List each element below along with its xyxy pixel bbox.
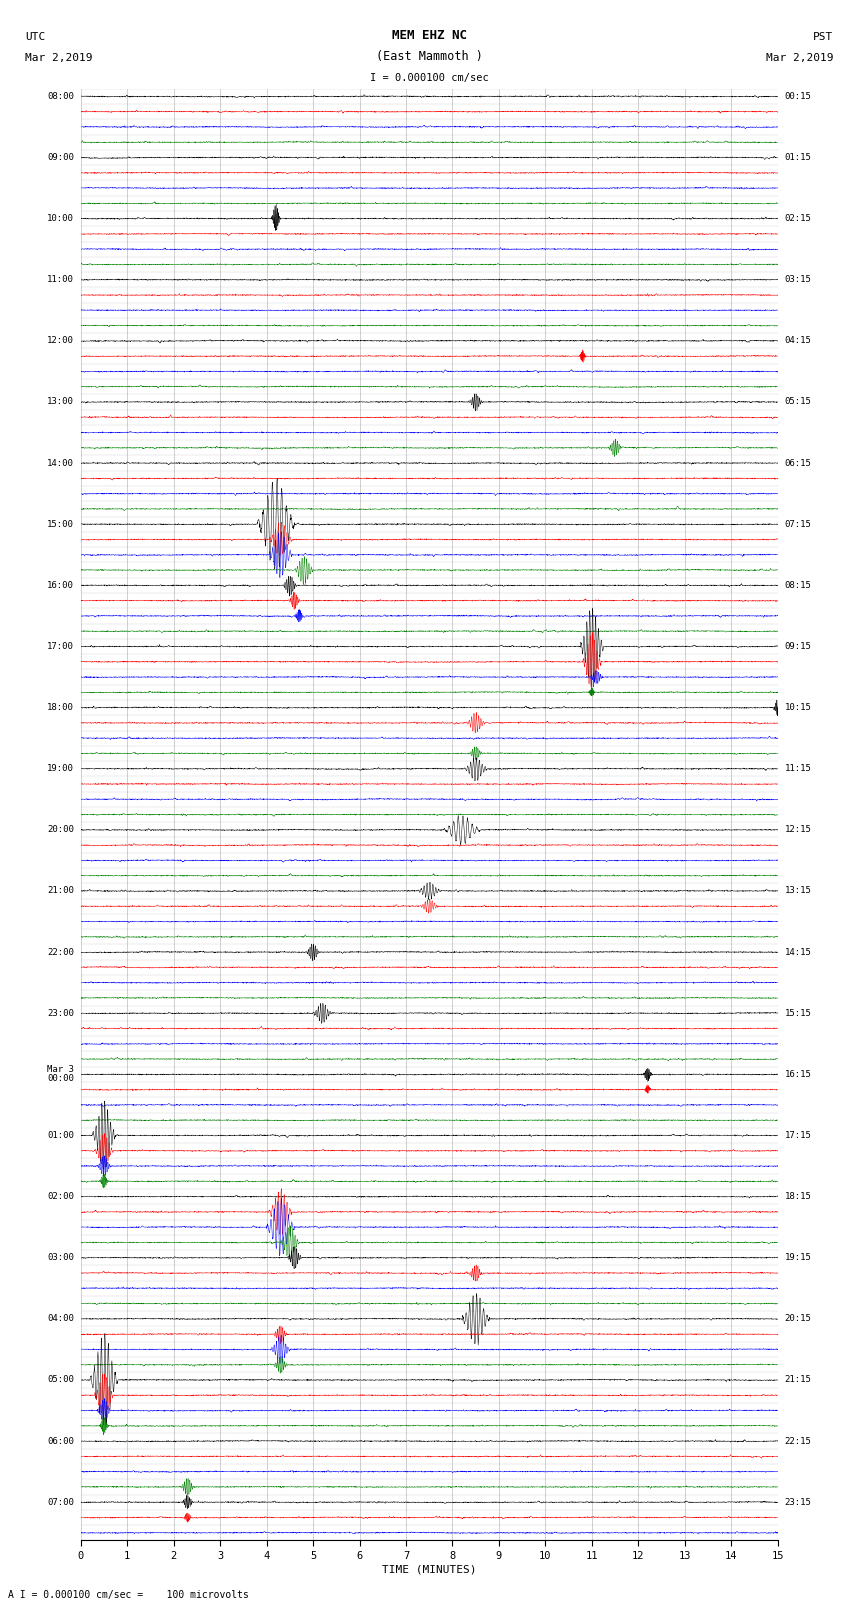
Text: 16:15: 16:15 — [785, 1069, 812, 1079]
Text: A I = 0.000100 cm/sec =    100 microvolts: A I = 0.000100 cm/sec = 100 microvolts — [8, 1590, 249, 1600]
Text: 09:15: 09:15 — [785, 642, 812, 652]
Text: 01:15: 01:15 — [785, 153, 812, 161]
Text: 05:15: 05:15 — [785, 397, 812, 406]
Text: 02:00: 02:00 — [47, 1192, 74, 1202]
Text: 12:00: 12:00 — [47, 337, 74, 345]
Text: 17:15: 17:15 — [785, 1131, 812, 1140]
Text: 22:00: 22:00 — [47, 947, 74, 957]
Text: 05:00: 05:00 — [47, 1376, 74, 1384]
Text: 17:00: 17:00 — [47, 642, 74, 652]
Text: 22:15: 22:15 — [785, 1437, 812, 1445]
Text: PST: PST — [813, 32, 834, 42]
Text: 14:15: 14:15 — [785, 947, 812, 957]
Text: 18:00: 18:00 — [47, 703, 74, 711]
Text: 12:15: 12:15 — [785, 826, 812, 834]
Text: 10:15: 10:15 — [785, 703, 812, 711]
Text: 00:00: 00:00 — [47, 1074, 74, 1084]
Text: 04:15: 04:15 — [785, 337, 812, 345]
Text: 20:00: 20:00 — [47, 826, 74, 834]
Text: 00:15: 00:15 — [785, 92, 812, 102]
X-axis label: TIME (MINUTES): TIME (MINUTES) — [382, 1565, 477, 1574]
Text: 13:15: 13:15 — [785, 887, 812, 895]
Text: (East Mammoth ): (East Mammoth ) — [376, 50, 483, 63]
Text: 23:15: 23:15 — [785, 1498, 812, 1507]
Text: 10:00: 10:00 — [47, 215, 74, 223]
Text: 08:00: 08:00 — [47, 92, 74, 102]
Text: Mar 3: Mar 3 — [47, 1065, 74, 1074]
Text: Mar 2,2019: Mar 2,2019 — [25, 53, 93, 63]
Text: 13:00: 13:00 — [47, 397, 74, 406]
Text: 09:00: 09:00 — [47, 153, 74, 161]
Text: 16:00: 16:00 — [47, 581, 74, 590]
Text: 11:00: 11:00 — [47, 276, 74, 284]
Text: 19:15: 19:15 — [785, 1253, 812, 1263]
Text: 20:15: 20:15 — [785, 1315, 812, 1323]
Text: 19:00: 19:00 — [47, 765, 74, 773]
Text: 06:00: 06:00 — [47, 1437, 74, 1445]
Text: 11:15: 11:15 — [785, 765, 812, 773]
Text: 18:15: 18:15 — [785, 1192, 812, 1202]
Text: 06:15: 06:15 — [785, 458, 812, 468]
Text: 15:15: 15:15 — [785, 1008, 812, 1018]
Text: 07:15: 07:15 — [785, 519, 812, 529]
Text: 08:15: 08:15 — [785, 581, 812, 590]
Text: 23:00: 23:00 — [47, 1008, 74, 1018]
Text: 02:15: 02:15 — [785, 215, 812, 223]
Text: 07:00: 07:00 — [47, 1498, 74, 1507]
Text: 14:00: 14:00 — [47, 458, 74, 468]
Text: 03:00: 03:00 — [47, 1253, 74, 1263]
Text: 03:15: 03:15 — [785, 276, 812, 284]
Text: 21:00: 21:00 — [47, 887, 74, 895]
Text: UTC: UTC — [25, 32, 45, 42]
Text: I = 0.000100 cm/sec: I = 0.000100 cm/sec — [370, 73, 489, 82]
Text: 01:00: 01:00 — [47, 1131, 74, 1140]
Text: 04:00: 04:00 — [47, 1315, 74, 1323]
Text: MEM EHZ NC: MEM EHZ NC — [392, 29, 467, 42]
Text: 21:15: 21:15 — [785, 1376, 812, 1384]
Text: 15:00: 15:00 — [47, 519, 74, 529]
Text: Mar 2,2019: Mar 2,2019 — [766, 53, 834, 63]
